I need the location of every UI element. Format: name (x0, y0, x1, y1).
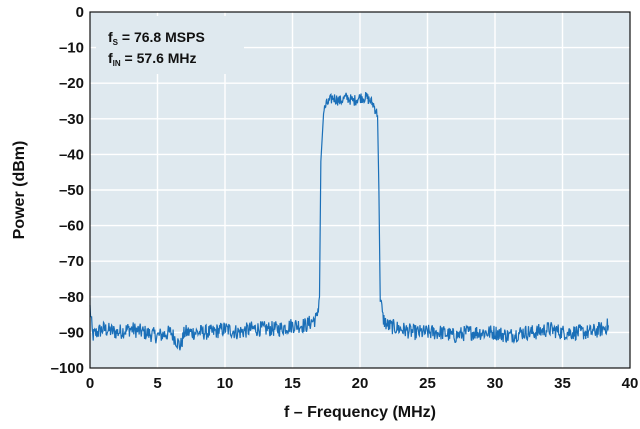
x-tick-label: 20 (352, 375, 369, 392)
x-axis-title: f – Frequency (MHz) (284, 404, 436, 421)
annotation-box: fS = 76.8 MSPS fIN = 57.6 MHz (96, 16, 244, 74)
y-tick-label: –70 (59, 253, 84, 270)
y-tick-label: –90 (59, 324, 84, 341)
y-tick-label: –100 (51, 360, 84, 377)
x-tick-label: 10 (217, 375, 234, 392)
y-axis-title: Power (dBm) (11, 141, 28, 240)
y-tick-label: –40 (59, 146, 84, 163)
x-tick-label: 40 (622, 375, 639, 392)
x-tick-labels: 0 5 10 15 20 25 30 35 40 (86, 375, 639, 392)
x-tick-label: 35 (554, 375, 571, 392)
y-tick-label: 0 (76, 4, 84, 21)
y-tick-label: –30 (59, 111, 84, 128)
x-tick-label: 30 (487, 375, 504, 392)
y-tick-label: –50 (59, 182, 84, 199)
y-tick-label: –60 (59, 218, 84, 235)
y-tick-label: –10 (59, 40, 84, 57)
x-tick-label: 25 (419, 375, 436, 392)
x-tick-label: 15 (284, 375, 301, 392)
annotation-fs: fS = 76.8 MSPS (108, 29, 205, 47)
y-tick-label: –20 (59, 75, 84, 92)
series-line (89, 91, 609, 351)
plot-border (89, 11, 631, 369)
annotation-fin: fIN = 57.6 MHz (108, 50, 197, 68)
y-tick-label: –80 (59, 289, 84, 306)
x-tick-label: 5 (153, 375, 161, 392)
x-tick-label: 0 (86, 375, 94, 392)
y-tick-labels: 0 –10 –20 –30 –40 –50 –60 –70 –80 –90 –100 (51, 4, 84, 377)
